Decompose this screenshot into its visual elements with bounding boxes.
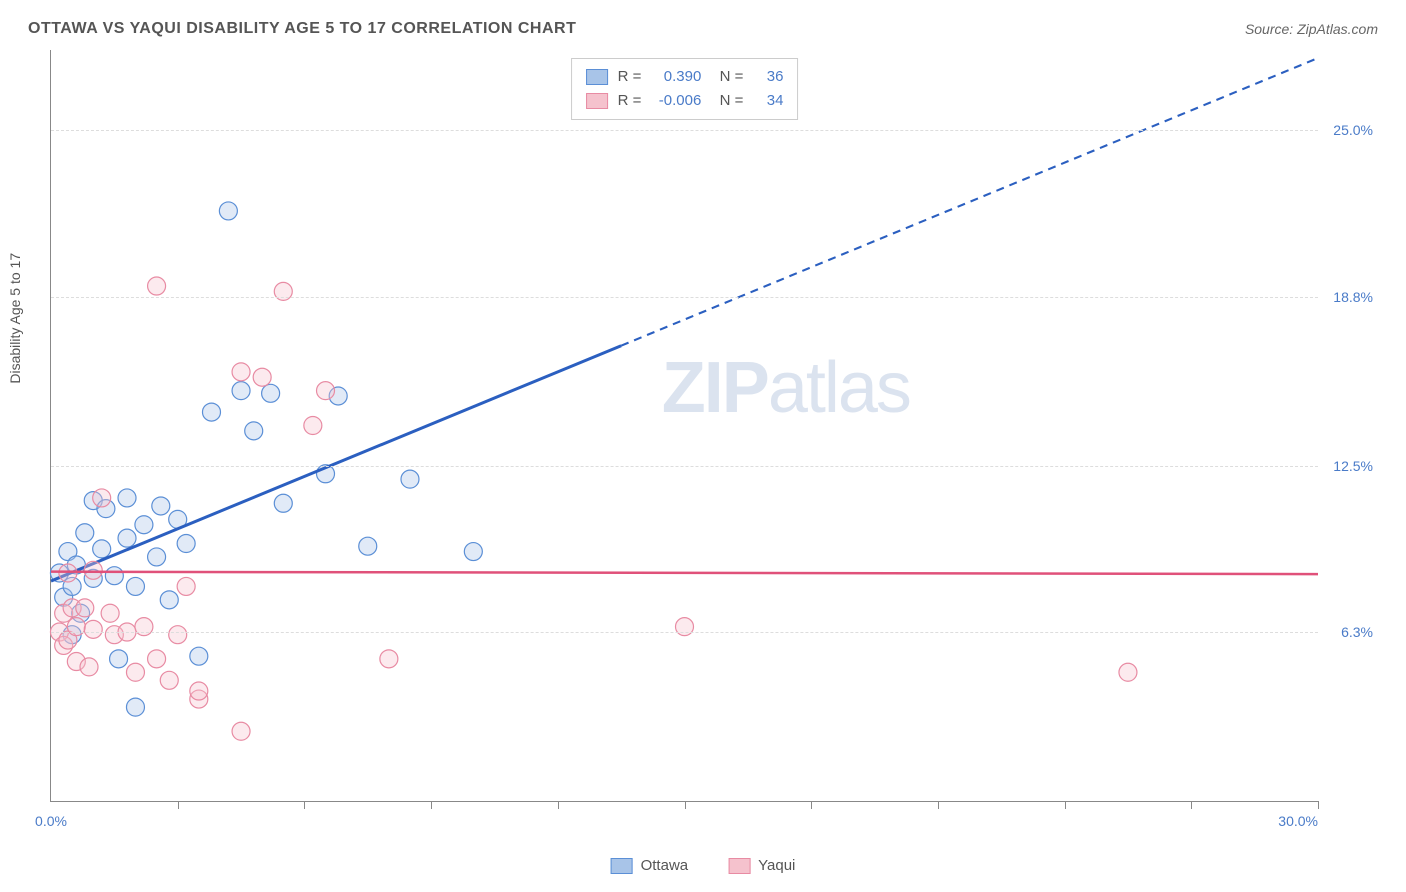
data-point [169, 626, 187, 644]
legend-row: R = 0.390 N = 36 [586, 65, 784, 89]
data-point [93, 489, 111, 507]
data-point [177, 577, 195, 595]
data-point [317, 382, 335, 400]
y-tick-label: 6.3% [1341, 624, 1373, 640]
x-tick-label: 30.0% [1278, 813, 1318, 829]
legend-row: R = -0.006 N = 34 [586, 89, 784, 113]
data-point [110, 650, 128, 668]
x-tick [685, 801, 686, 809]
y-axis-label: Disability Age 5 to 17 [7, 253, 23, 384]
x-tick [938, 801, 939, 809]
x-tick [178, 801, 179, 809]
data-point [152, 497, 170, 515]
data-point [126, 663, 144, 681]
source-attribution: Source: ZipAtlas.com [1245, 21, 1378, 37]
gridline-horizontal [51, 466, 1318, 467]
data-point [359, 537, 377, 555]
data-point [274, 494, 292, 512]
data-point [232, 722, 250, 740]
data-point [135, 516, 153, 534]
legend-r-label: R = [618, 65, 642, 89]
legend-n-value: 36 [753, 65, 783, 89]
data-point [262, 384, 280, 402]
data-point [148, 548, 166, 566]
data-point [59, 564, 77, 582]
series-legend-label: Ottawa [641, 857, 689, 874]
data-point [1119, 663, 1137, 681]
gridline-horizontal [51, 130, 1318, 131]
data-point [253, 368, 271, 386]
data-point [219, 202, 237, 220]
y-tick-label: 18.8% [1333, 289, 1373, 305]
x-tick [304, 801, 305, 809]
data-point [464, 543, 482, 561]
trendline-solid [51, 572, 1318, 574]
gridline-horizontal [51, 632, 1318, 633]
trendline-solid [51, 346, 621, 581]
data-point [304, 417, 322, 435]
correlation-legend: R = 0.390 N = 36 R = -0.006 N = 34 [571, 58, 799, 120]
data-point [160, 591, 178, 609]
y-tick-label: 12.5% [1333, 458, 1373, 474]
data-point [232, 363, 250, 381]
series-legend-label: Yaqui [758, 857, 795, 874]
data-point [380, 650, 398, 668]
legend-r-label: R = [618, 89, 642, 113]
plot-container: Disability Age 5 to 17 ZIPatlas R =0.390… [50, 50, 1378, 832]
data-point [202, 403, 220, 421]
data-point [84, 561, 102, 579]
legend-n-label: N = [711, 89, 743, 113]
data-point [148, 650, 166, 668]
data-point [160, 671, 178, 689]
x-tick [1318, 801, 1319, 809]
data-point [401, 470, 419, 488]
data-point [148, 277, 166, 295]
data-point [245, 422, 263, 440]
data-point [93, 540, 111, 558]
data-point [190, 682, 208, 700]
data-point [177, 535, 195, 553]
legend-r-value: -0.006 [651, 89, 701, 113]
x-tick [811, 801, 812, 809]
data-point [84, 620, 102, 638]
series-legend-item: Yaqui [728, 857, 795, 874]
legend-n-value: 34 [753, 89, 783, 113]
legend-swatch [611, 858, 633, 874]
x-tick [1065, 801, 1066, 809]
series-legend: Ottawa Yaqui [611, 857, 796, 874]
data-point [126, 577, 144, 595]
gridline-horizontal [51, 297, 1318, 298]
legend-n-label: N = [711, 65, 743, 89]
data-point [232, 382, 250, 400]
chart-svg [51, 50, 1318, 801]
data-point [76, 524, 94, 542]
legend-swatch [586, 69, 608, 85]
data-point [76, 599, 94, 617]
data-point [101, 604, 119, 622]
data-point [126, 698, 144, 716]
data-point [190, 647, 208, 665]
data-point [105, 567, 123, 585]
y-tick-label: 25.0% [1333, 122, 1373, 138]
legend-swatch [728, 858, 750, 874]
data-point [80, 658, 98, 676]
data-point [118, 489, 136, 507]
data-point [118, 529, 136, 547]
chart-title: OTTAWA VS YAQUI DISABILITY AGE 5 TO 17 C… [28, 20, 576, 38]
x-tick [431, 801, 432, 809]
x-tick [558, 801, 559, 809]
x-tick [1191, 801, 1192, 809]
legend-r-value: 0.390 [651, 65, 701, 89]
plot-area: ZIPatlas R =0.390 N =36R =-0.006 N =34 6… [50, 50, 1318, 802]
chart-header: OTTAWA VS YAQUI DISABILITY AGE 5 TO 17 C… [28, 20, 1378, 38]
legend-swatch [586, 93, 608, 109]
x-tick-label: 0.0% [35, 813, 67, 829]
series-legend-item: Ottawa [611, 857, 689, 874]
